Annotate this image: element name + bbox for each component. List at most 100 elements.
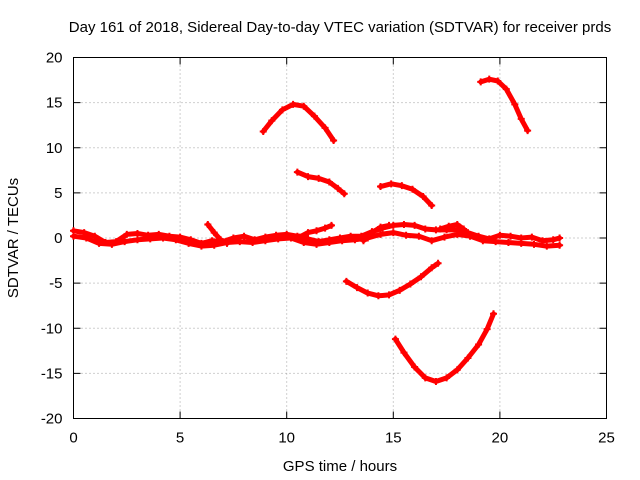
data-point: [185, 239, 193, 247]
data-point: [485, 75, 493, 83]
data-point: [428, 202, 436, 210]
data-point: [477, 78, 485, 86]
data-point: [338, 237, 346, 245]
data-point: [321, 124, 329, 132]
series-spur-14h: [359, 221, 393, 245]
data-point: [359, 237, 367, 245]
series-arc-e: [342, 259, 442, 300]
data-point: [295, 233, 303, 241]
data-point: [274, 235, 282, 243]
data-point: [440, 233, 448, 241]
data-point: [268, 117, 276, 125]
series-arc-b: [293, 168, 348, 198]
data-point: [70, 232, 77, 240]
data-point: [428, 237, 436, 245]
data-point: [511, 100, 519, 108]
data-point: [278, 106, 286, 114]
data-point: [453, 230, 461, 238]
data-point: [159, 234, 167, 242]
data-point: [123, 230, 131, 238]
x-tick-label: 20: [492, 430, 509, 447]
series-line: [361, 222, 392, 244]
data-point: [287, 234, 295, 242]
data-point: [530, 240, 538, 248]
data-point: [466, 232, 474, 240]
data-point: [460, 225, 468, 233]
data-point: [415, 232, 423, 240]
data-point: [313, 227, 321, 235]
data-point: [475, 340, 483, 348]
data-point: [406, 280, 414, 288]
series-arc-d: [477, 75, 532, 135]
data-point: [236, 238, 244, 246]
data-point: [464, 354, 472, 362]
data-point: [556, 241, 564, 249]
data-point: [82, 234, 90, 242]
series-line: [205, 222, 230, 246]
y-tick-label: 10: [46, 140, 63, 157]
y-tick-label: -10: [41, 320, 63, 337]
series-line: [343, 260, 441, 299]
data-point: [240, 232, 248, 240]
data-point: [304, 229, 312, 237]
data-point: [396, 286, 404, 294]
data-point: [340, 190, 348, 198]
data-point: [377, 230, 385, 238]
data-point: [421, 374, 429, 382]
data-point: [408, 185, 416, 193]
data-point: [517, 115, 525, 123]
data-point: [402, 231, 410, 239]
data-point: [300, 239, 308, 247]
data-point: [95, 239, 103, 247]
data-point: [411, 363, 419, 371]
data-point: [321, 224, 329, 232]
series-spur-11h: [295, 221, 335, 241]
data-point: [315, 174, 323, 182]
data-point: [391, 335, 399, 343]
data-point: [80, 229, 88, 237]
y-tick-label: -15: [41, 365, 63, 382]
data-point: [385, 221, 393, 229]
y-tick-label: 5: [54, 185, 62, 202]
data-point: [108, 240, 116, 248]
data-point: [223, 239, 231, 247]
data-point: [502, 85, 510, 93]
data-point: [432, 377, 440, 385]
data-point: [289, 100, 297, 108]
y-tick-label: -5: [49, 275, 62, 292]
y-axis-label: SDTVAR / TECUs: [5, 178, 22, 298]
data-point: [479, 237, 487, 245]
data-point: [204, 220, 212, 228]
series-arc-f: [391, 310, 498, 385]
chart-title: Day 161 of 2018, Sidereal Day-to-day VTE…: [69, 19, 611, 36]
data-point: [353, 284, 361, 292]
data-point: [494, 77, 502, 85]
x-axis-label: GPS time / hours: [283, 458, 397, 475]
series-spur-6h: [204, 220, 231, 247]
data-point: [197, 242, 205, 250]
data-point: [364, 289, 372, 297]
data-point: [556, 234, 564, 242]
data-point: [528, 233, 536, 241]
data-point: [387, 180, 395, 188]
data-point: [325, 239, 333, 247]
data-point: [210, 241, 218, 249]
data-point: [304, 173, 312, 181]
data-point: [217, 236, 225, 244]
x-tick-label: 25: [598, 430, 615, 447]
series-baseline-lower: [70, 229, 564, 250]
data-point: [293, 168, 301, 176]
data-point: [259, 128, 267, 136]
y-tick-label: -20: [41, 411, 63, 428]
data-point: [453, 220, 461, 228]
data-point: [517, 239, 525, 247]
data-point: [483, 325, 491, 333]
data-point: [434, 259, 442, 267]
x-tick-label: 10: [278, 430, 295, 447]
data-point: [368, 229, 376, 237]
data-point: [325, 178, 333, 186]
y-tick-label: 0: [54, 230, 62, 247]
data-point: [133, 229, 141, 237]
data-point: [342, 277, 350, 285]
data-point: [261, 237, 269, 245]
